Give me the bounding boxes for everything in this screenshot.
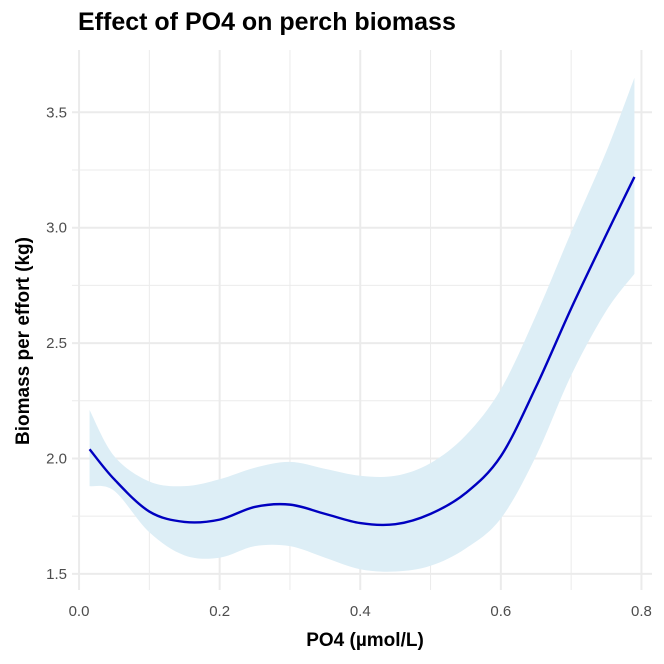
x-tick-label: 0.2: [209, 603, 230, 620]
x-axis-ticks: 0.0 0.2 0.4 0.6 0.8: [69, 603, 652, 620]
confidence-band: [89, 77, 635, 572]
x-tick-label: 0.4: [350, 603, 371, 620]
x-tick-label: 0.8: [631, 603, 652, 620]
y-tick-label: 3.5: [46, 104, 67, 121]
y-tick-label: 3.0: [46, 220, 67, 237]
x-tick-label: 0.6: [490, 603, 511, 620]
y-tick-label: 2.5: [46, 335, 67, 352]
fit-line: [88, 176, 636, 527]
x-tick-label: 0.0: [69, 603, 90, 620]
x-axis-title: PO4 (µmol/L): [306, 630, 424, 651]
y-tick-label: 2.0: [46, 450, 67, 467]
chart-title: Effect of PO4 on perch biomass: [78, 8, 456, 36]
y-axis-ticks: 1.5 2.0 2.5 3.0 3.5: [46, 104, 67, 583]
y-axis-title: Biomass per effort (kg): [13, 237, 34, 445]
y-tick-label: 1.5: [46, 566, 67, 583]
